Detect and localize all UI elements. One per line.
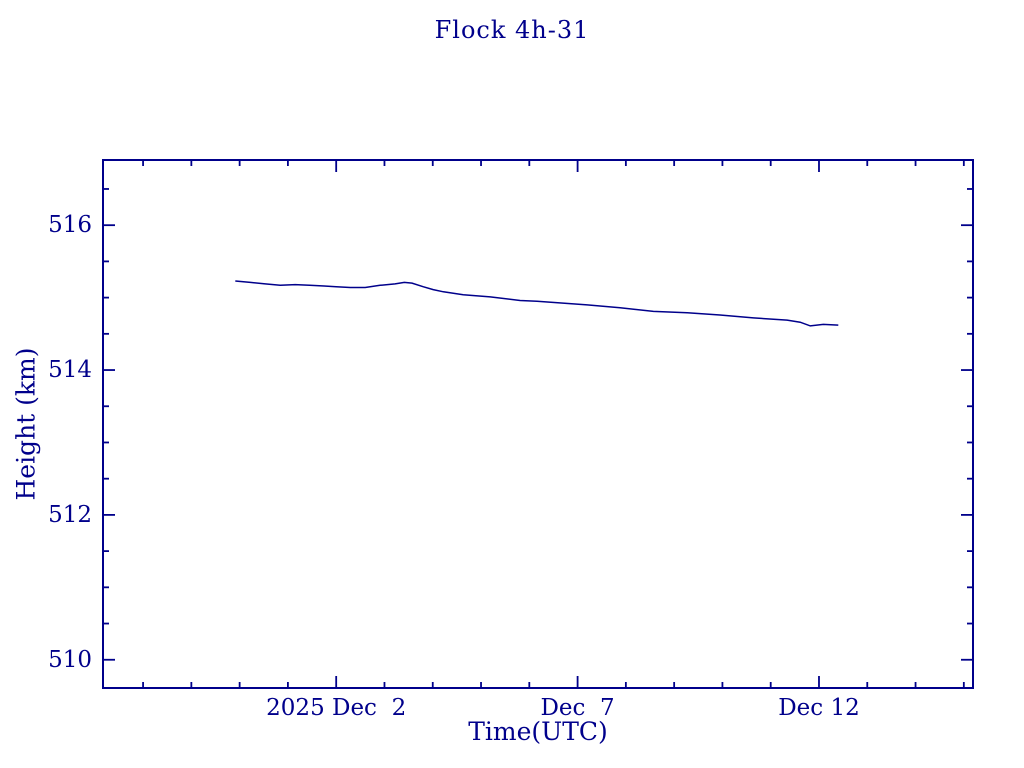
chart-title: Flock 4h-31 (434, 16, 590, 44)
y-axis-title: Height (km) (11, 347, 41, 501)
y-tick-label: 510 (48, 646, 92, 673)
x-axis-title: Time(UTC) (468, 717, 608, 746)
y-tick-label: 512 (48, 501, 92, 528)
y-tick-label: 516 (48, 212, 92, 239)
x-tick-label: Dec 7 (540, 695, 615, 721)
y-tick-label: 514 (48, 357, 92, 384)
data-line-flock-4h-31-height (235, 280, 839, 327)
x-tick-label: Dec 12 (778, 695, 860, 721)
plot-frame (102, 159, 974, 689)
x-tick-label: 2025 Dec 2 (266, 695, 407, 721)
